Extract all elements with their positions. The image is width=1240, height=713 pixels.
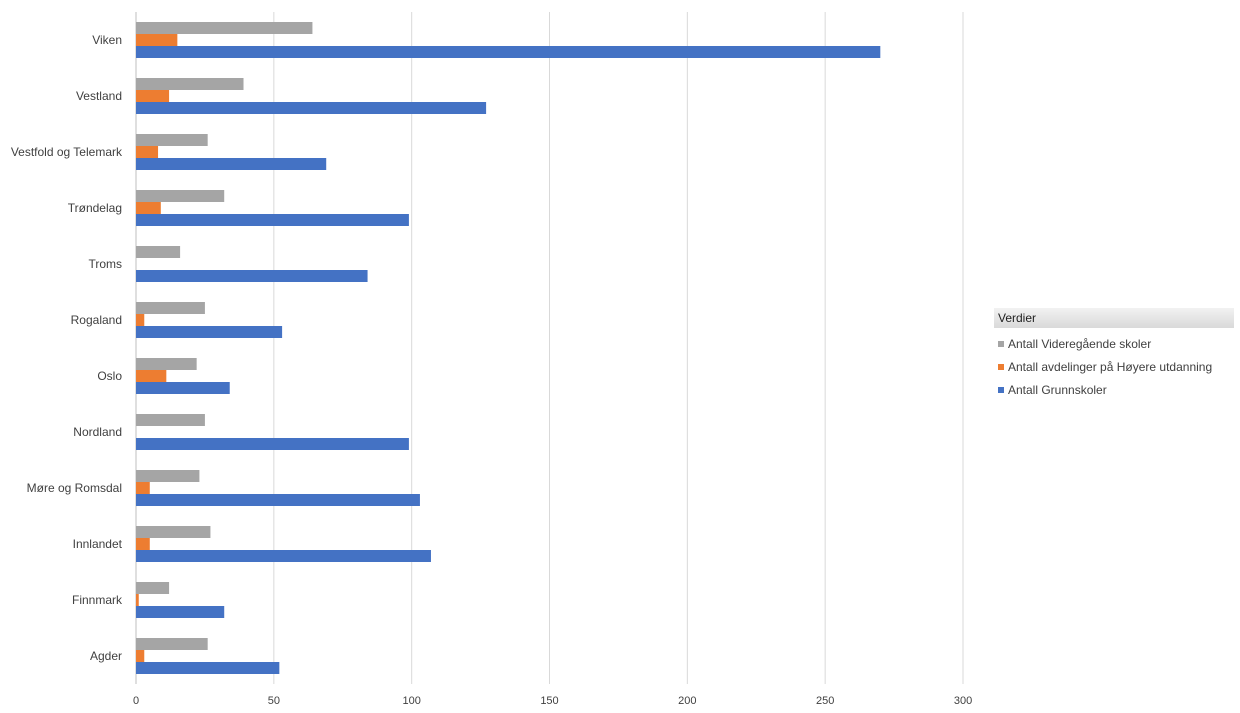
gridlines bbox=[135, 12, 964, 684]
bar[interactable] bbox=[136, 190, 225, 202]
bar[interactable] bbox=[136, 550, 431, 562]
bar[interactable] bbox=[136, 526, 211, 538]
legend-swatch bbox=[998, 341, 1004, 347]
x-tick-label: 150 bbox=[540, 695, 558, 707]
category-label: Oslo bbox=[97, 369, 122, 383]
legend-title: Verdier bbox=[994, 308, 1234, 328]
category-label: Vestfold og Telemark bbox=[11, 145, 123, 159]
x-tick-labels: 0 50 100 150 200 250 300 bbox=[133, 695, 972, 707]
x-tick-label: 250 bbox=[816, 695, 834, 707]
legend-label: Antall Grunnskoler bbox=[1008, 383, 1107, 397]
bar[interactable] bbox=[136, 22, 313, 34]
bar[interactable] bbox=[136, 470, 200, 482]
bar[interactable] bbox=[136, 662, 280, 674]
category-label: Viken bbox=[92, 33, 122, 47]
category-label: Agder bbox=[90, 649, 122, 663]
x-tick-label: 0 bbox=[133, 695, 139, 707]
bar[interactable] bbox=[136, 638, 208, 650]
bar[interactable] bbox=[136, 46, 881, 58]
legend-label: Antall Videregående skoler bbox=[1008, 337, 1152, 351]
bar[interactable] bbox=[136, 202, 161, 214]
legend-item-hoyere-utdanning[interactable]: Antall avdelinger på Høyere utdanning bbox=[994, 360, 1234, 374]
bar[interactable] bbox=[136, 302, 205, 314]
bar[interactable] bbox=[136, 34, 178, 46]
bar[interactable] bbox=[136, 270, 368, 282]
bar[interactable] bbox=[136, 438, 409, 450]
category-label: Innlandet bbox=[73, 537, 123, 551]
bar[interactable] bbox=[136, 358, 197, 370]
legend-label: Antall avdelinger på Høyere utdanning bbox=[1008, 360, 1213, 374]
bar[interactable] bbox=[136, 538, 150, 550]
legend: Verdier Antall Videregående skoler Antal… bbox=[994, 308, 1234, 397]
bar[interactable] bbox=[136, 314, 145, 326]
legend-item-videregaende[interactable]: Antall Videregående skoler bbox=[994, 337, 1234, 351]
bar[interactable] bbox=[136, 482, 150, 494]
category-label: Finnmark bbox=[72, 593, 123, 607]
category-label: Trøndelag bbox=[68, 201, 122, 215]
bar[interactable] bbox=[136, 494, 420, 506]
bar[interactable] bbox=[136, 146, 159, 158]
bar[interactable] bbox=[136, 594, 139, 606]
bar[interactable] bbox=[136, 214, 409, 226]
category-label: Vestland bbox=[76, 89, 122, 103]
bar[interactable] bbox=[136, 650, 145, 662]
bar[interactable] bbox=[136, 90, 170, 102]
x-tick-label: 200 bbox=[678, 695, 696, 707]
bars bbox=[136, 22, 881, 674]
x-tick-label: 50 bbox=[268, 695, 280, 707]
bar[interactable] bbox=[136, 134, 208, 146]
category-label: Troms bbox=[88, 257, 122, 271]
x-tick-label: 100 bbox=[402, 695, 420, 707]
bar[interactable] bbox=[136, 326, 283, 338]
bar[interactable] bbox=[136, 78, 244, 90]
bar[interactable] bbox=[136, 246, 181, 258]
bar[interactable] bbox=[136, 582, 170, 594]
bar[interactable] bbox=[136, 606, 225, 618]
category-labels: Viken Vestland Vestfold og Telemark Trøndel… bbox=[11, 33, 123, 663]
category-label: Rogaland bbox=[71, 313, 122, 327]
x-tick-label: 300 bbox=[954, 695, 972, 707]
bar[interactable] bbox=[136, 158, 327, 170]
bar[interactable] bbox=[136, 102, 487, 114]
legend-swatch bbox=[998, 364, 1004, 370]
category-label: Møre og Romsdal bbox=[27, 481, 122, 495]
bar[interactable] bbox=[136, 382, 230, 394]
legend-swatch bbox=[998, 387, 1004, 393]
legend-item-grunnskoler[interactable]: Antall Grunnskoler bbox=[994, 383, 1234, 397]
bar[interactable] bbox=[136, 414, 205, 426]
bar[interactable] bbox=[136, 370, 167, 382]
category-label: Nordland bbox=[73, 425, 122, 439]
